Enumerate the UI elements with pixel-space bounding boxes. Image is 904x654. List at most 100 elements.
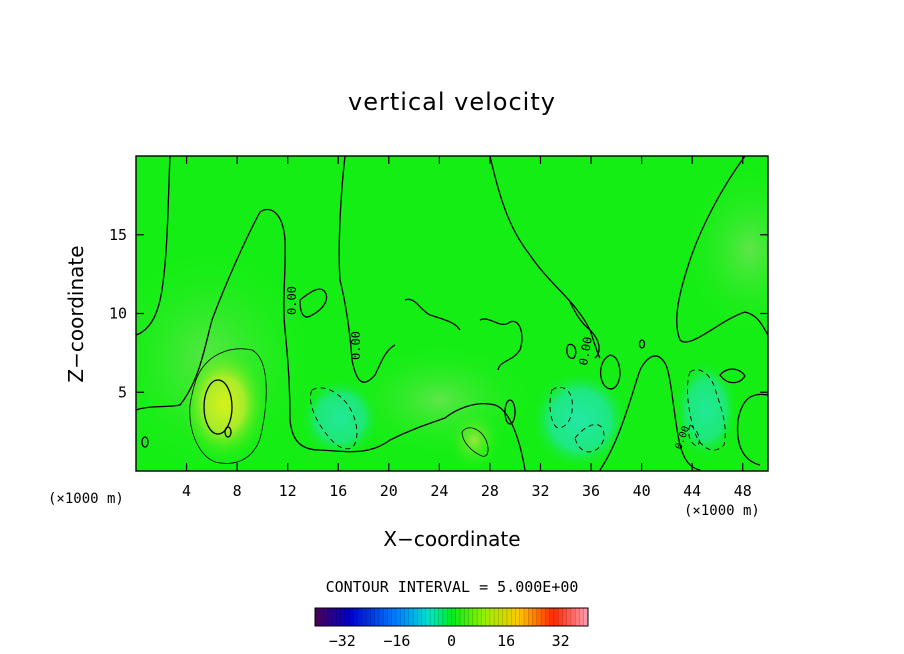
- contour-zero-small-b: [719, 368, 746, 384]
- colorbar-cell: [506, 608, 512, 626]
- contour-zero-left-plume: [136, 208, 526, 471]
- colorbar-cell: [438, 608, 444, 626]
- colorbar: −32 −16 0 16 32: [314, 607, 589, 650]
- colorbar-cell: [430, 608, 435, 626]
- colorbar-cell: [413, 608, 418, 626]
- contour-lines: [136, 156, 768, 471]
- contour-zero-left-edge: [136, 156, 171, 336]
- colorbar-tick-label: 32: [552, 632, 570, 650]
- x-tick-label: 12: [279, 482, 297, 500]
- colorbar-cell: [387, 608, 393, 626]
- contour-label: 0.00: [576, 336, 595, 367]
- contour-pos-10: [203, 379, 233, 435]
- colorbar-cell: [575, 608, 580, 626]
- colorbar-tick-label: −16: [383, 632, 410, 650]
- colorbar-cell: [468, 608, 474, 626]
- y-tick-label: 15: [109, 226, 127, 244]
- x-unit-label-right: (×1000 m): [684, 503, 760, 519]
- colorbar-cell: [383, 608, 389, 626]
- contour-zero-right-tower: [676, 156, 768, 343]
- colorbar-tick-label: −32: [329, 632, 356, 650]
- colorbar-cell: [519, 608, 525, 626]
- colorbar-cell: [340, 608, 346, 626]
- colorbar-cell: [528, 608, 534, 626]
- colorbar-cell: [421, 608, 427, 626]
- colorbar-cell: [370, 608, 376, 626]
- x-tick-label: 48: [734, 482, 752, 500]
- colorbar-cell: [553, 608, 559, 626]
- field-updraft-max: [179, 344, 269, 464]
- colorbar-cell: [545, 608, 551, 626]
- colorbar-cell: [374, 608, 380, 626]
- colorbar-cell: [515, 608, 521, 626]
- colorbar-cell: [485, 608, 491, 626]
- contour-zero-right-lower: [736, 393, 768, 466]
- colorbar-tick-label: 0: [447, 632, 456, 650]
- colorbar-cell: [558, 608, 563, 626]
- colorbar-cell: [498, 608, 504, 626]
- colorbar-cell: [583, 608, 589, 626]
- x-unit-label-left: (×1000 m): [48, 491, 124, 507]
- x-axis-label: X−coordinate: [383, 527, 521, 551]
- x-tick-label: 32: [531, 482, 549, 500]
- colorbar-cell: [455, 608, 461, 626]
- contour-neg-right-small: [688, 424, 700, 447]
- y-axis-ticks: 5 10 15: [109, 226, 768, 401]
- field-updraft-center: [446, 408, 502, 471]
- contour-small-dot: [638, 339, 646, 349]
- colorbar-cell: [408, 608, 414, 626]
- x-axis-ticks: 4 8 12 16 20 24 28 32 36 40 44 48: [182, 156, 752, 500]
- colorbar-frame: [314, 607, 589, 627]
- contour-interval-label: CONTOUR INTERVAL = 5.000E+00: [325, 578, 579, 596]
- y-axis-label: Z−coordinate: [64, 245, 88, 383]
- x-tick-label: 20: [380, 482, 398, 500]
- contour-lines-negative: [309, 369, 726, 453]
- colorbar-cell: [396, 608, 401, 626]
- colorbar-cell: [353, 608, 359, 626]
- colorbar-cell: [502, 608, 508, 626]
- colorbar-cell: [378, 608, 384, 626]
- colorbar-cell: [460, 608, 465, 626]
- field-positive-region-right: [680, 160, 768, 340]
- colorbar-cell: [477, 608, 482, 626]
- colorbar-cell: [511, 608, 516, 626]
- field-downdraft-left: [300, 378, 380, 458]
- colorbar-cell: [319, 608, 325, 626]
- colorbar-cell: [570, 608, 576, 626]
- field-downdraft-center: [530, 370, 630, 470]
- colorbar-cell: [494, 608, 499, 626]
- contour-zero-small-a: [299, 288, 328, 318]
- contour-zero-mid-ragged: [404, 298, 523, 371]
- contour-pos-5-center: [461, 427, 489, 457]
- contour-pos-5: [189, 348, 267, 464]
- chart-title: vertical velocity: [348, 88, 556, 116]
- colorbar-cell: [481, 608, 487, 626]
- colorbar-cell: [549, 608, 555, 626]
- colorbar-cell: [472, 608, 478, 626]
- contour-neg-center-b: [574, 424, 605, 453]
- colorbar-cell: [447, 608, 452, 626]
- contour-lines-thin: [189, 348, 489, 464]
- x-tick-label: 16: [329, 482, 347, 500]
- contour-zero-center-tower: [489, 156, 601, 359]
- colorbar-cell: [524, 608, 529, 626]
- contour-zero-ridge: [599, 355, 701, 471]
- colorbar-cell: [361, 608, 367, 626]
- colorbar-cell: [391, 608, 397, 626]
- colorbar-cell: [541, 608, 546, 626]
- colorbar-cell: [489, 608, 495, 626]
- y-tick-label: 5: [118, 383, 127, 401]
- colorbar-cell: [417, 608, 423, 626]
- colorbar-cell: [323, 608, 329, 626]
- x-tick-label: 44: [683, 482, 701, 500]
- field-downdraft-right: [674, 360, 738, 460]
- colorbar-cell: [425, 608, 431, 626]
- colorbar-cell: [404, 608, 410, 626]
- contour-pos-10-small: [224, 426, 232, 438]
- contour-zero-small-c: [566, 343, 577, 359]
- color-field: [136, 156, 768, 471]
- colorbar-cell: [579, 608, 585, 626]
- colorbar-cell: [332, 608, 337, 626]
- colorbar-cell: [327, 608, 333, 626]
